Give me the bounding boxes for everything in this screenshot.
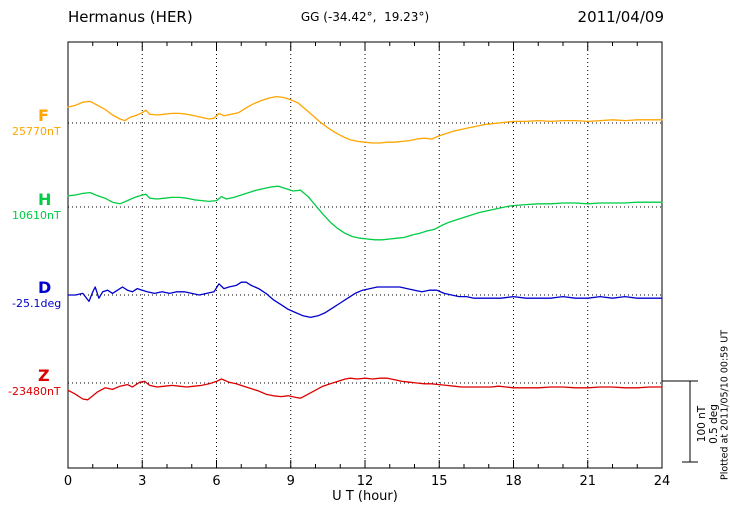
channel-baseline-h: 10610nT [12,209,61,222]
channel-baseline-z: -23480nT [8,385,61,398]
trace-H [67,185,663,241]
trace-F [67,95,663,144]
x-tick-label: 0 [64,474,72,489]
x-tick-label: 3 [138,474,146,489]
trace-Z [67,377,663,401]
x-tick-label: 9 [287,474,295,489]
channel-label-f: F [38,106,49,125]
x-axis-label: U T (hour) [332,489,398,504]
channel-baseline-f: 25770nT [12,125,61,138]
channel-baseline-d: -25.1deg [12,297,62,310]
scale-bar-nt-label: 100 nT [696,405,708,443]
x-tick-label: 15 [431,474,448,489]
station-title: Hermanus (HER) [68,8,193,26]
scale-bar-deg-label: 0.5 deg [708,404,720,444]
plot-date: 2011/04/09 [577,8,664,26]
geographic-coordinates: GG (-34.42°, 19.23°) [300,10,430,24]
channel-label-z: Z [38,366,50,385]
x-tick-label: 18 [505,474,522,489]
plotted-at-note: Plotted at 2011/05/10 00:59 UT [719,329,730,481]
x-tick-label: 6 [212,474,220,489]
x-tick-label: 12 [357,474,374,489]
trace-D [67,281,663,319]
x-tick-label: 24 [654,474,671,489]
x-tick-label: 21 [579,474,596,489]
channel-label-d: D [38,278,52,297]
channel-label-h: H [38,190,52,209]
